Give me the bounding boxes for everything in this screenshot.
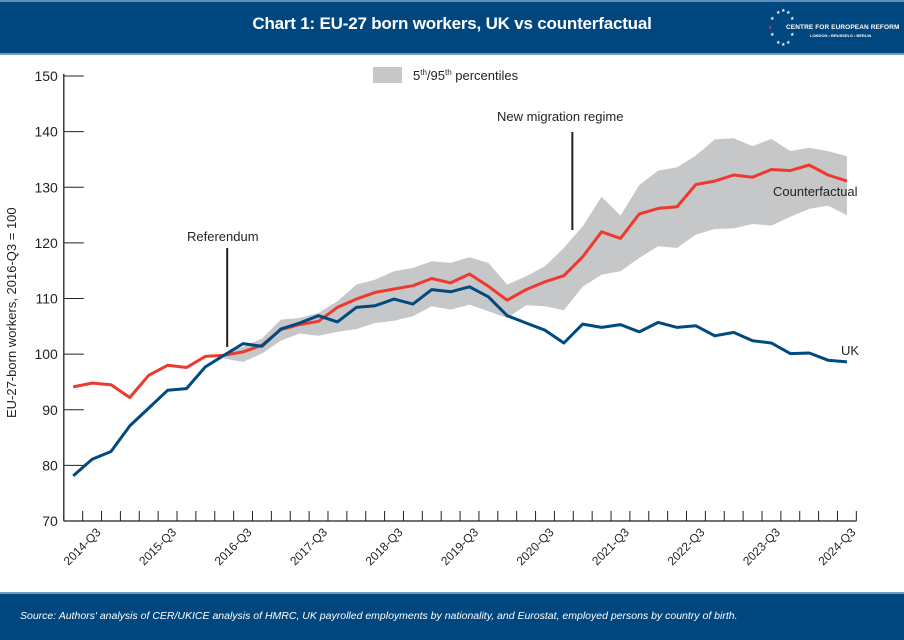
y-tick-label: 140 — [34, 124, 58, 140]
logo-cities: LONDON • BRUSSELS • BERLIN — [810, 33, 872, 38]
series-labels: Counterfactual UK Referendum New migrati… — [187, 109, 859, 358]
y-tick-label: 70 — [42, 513, 58, 529]
legend: 5th/95th percentiles — [373, 67, 519, 83]
x-tick-label: 2016-Q3 — [212, 525, 255, 568]
legend-band-label: 5th/95th percentiles — [413, 68, 519, 83]
percentile-band-area — [224, 138, 847, 362]
x-tick-label: 2021-Q3 — [589, 525, 632, 568]
svg-text:★: ★ — [786, 10, 791, 16]
svg-text:★: ★ — [790, 32, 795, 38]
annotation-markers — [226, 132, 574, 347]
y-tick-label: 110 — [35, 291, 58, 307]
line-chart: 70 80 90 100 110 120 130 140 150 2014-Q3 2015-Q3 20… — [34, 67, 859, 568]
counterfactual-series-label: Counterfactual — [773, 184, 858, 199]
series-lines — [72, 163, 848, 478]
chart-footer: Source: Authors' analysis of CER/UKICE a… — [0, 592, 904, 640]
legend-band-swatch — [373, 67, 402, 83]
chart-title: Chart 1: EU-27 born workers, UK vs count… — [252, 14, 652, 33]
x-tick-label: 2019-Q3 — [438, 525, 481, 568]
referendum-annotation: Referendum — [187, 229, 259, 244]
cer-logo: ★ ★ ★ ★ ★ ★ ★ ★ ★ ★ ★ CENTRE FOR EUROPEAN REFO… — [764, 6, 904, 52]
x-tick-label: 2023-Q3 — [740, 525, 783, 568]
svg-text:★: ★ — [781, 42, 786, 48]
svg-text:★: ★ — [786, 40, 791, 46]
x-tick-label: 2024-Q3 — [816, 525, 859, 568]
svg-text:★: ★ — [781, 8, 786, 14]
uk-line — [72, 285, 848, 478]
x-tick-label: 2018-Q3 — [363, 525, 406, 568]
y-tick-label: 100 — [34, 346, 58, 362]
source-note: Source: Authors' analysis of CER/UKICE a… — [20, 610, 738, 622]
y-tick-label: 80 — [42, 457, 58, 473]
logo-name: CENTRE FOR EUROPEAN REFORM — [786, 24, 900, 31]
x-tick-label: 2020-Q3 — [514, 525, 557, 568]
uk-series-label: UK — [841, 343, 859, 358]
percentile-band-layer — [224, 138, 847, 362]
x-tick-label: 2014-Q3 — [61, 525, 104, 568]
svg-text:★: ★ — [776, 40, 781, 46]
chart-header: Chart 1: EU-27 born workers, UK vs count… — [0, 0, 904, 55]
x-tick-label: 2015-Q3 — [136, 525, 179, 568]
y-axis-title: EU-27-born workers, 2016-Q3 = 100 — [4, 207, 19, 418]
y-tick-label: 130 — [34, 179, 58, 195]
svg-text:★: ★ — [770, 16, 775, 22]
y-tick-label: 90 — [42, 402, 58, 418]
svg-text:★: ★ — [768, 25, 773, 31]
svg-text:★: ★ — [776, 10, 781, 16]
x-tick-label: 2017-Q3 — [287, 525, 330, 568]
x-tick-label: 2022-Q3 — [665, 525, 708, 568]
y-tick-label: 120 — [34, 235, 58, 251]
svg-text:★: ★ — [770, 32, 775, 38]
svg-text:★: ★ — [790, 16, 795, 22]
eu-stars-icon: ★ ★ ★ ★ ★ ★ ★ ★ ★ ★ ★ — [768, 8, 795, 48]
y-tick-label: 150 — [34, 68, 58, 84]
counterfactual-line — [72, 163, 848, 399]
new-migration-regime-annotation: New migration regime — [497, 109, 623, 124]
